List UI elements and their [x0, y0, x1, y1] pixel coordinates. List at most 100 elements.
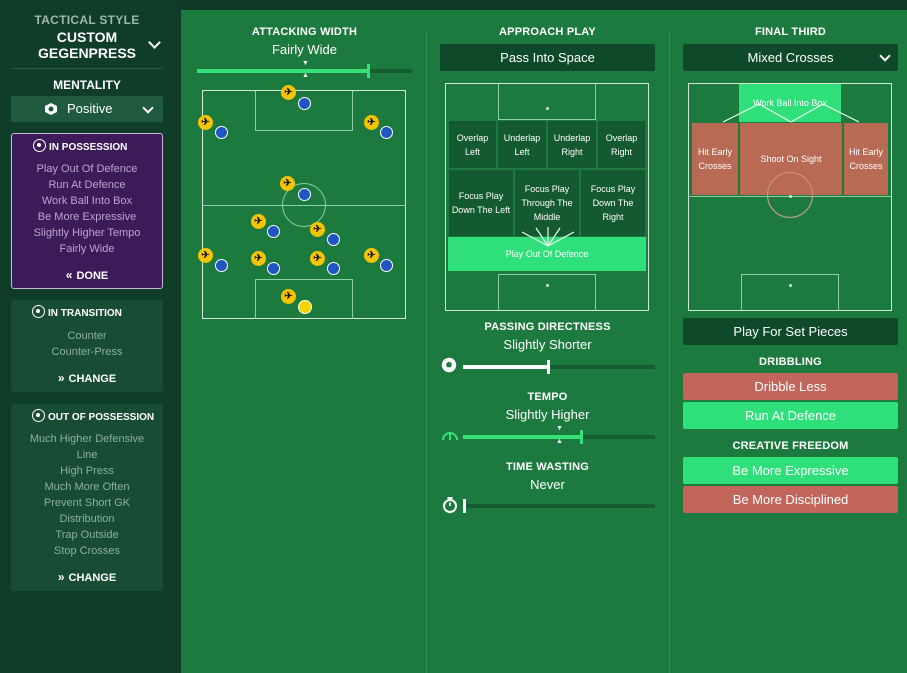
play-for-set-pieces-button[interactable]: Play For Set Pieces — [683, 318, 898, 345]
player-marker[interactable] — [327, 233, 340, 246]
player-marker[interactable] — [215, 126, 228, 139]
double-chevron-right-icon: » — [57, 371, 65, 385]
in-possession-instructions: Play Out Of Defence Run At Defence Work … — [12, 161, 162, 257]
zone-overlap-right[interactable]: Overlap Right — [597, 120, 646, 169]
tactical-style-selector[interactable]: TACTICAL STYLE CUSTOM GEGENPRESS — [11, 8, 163, 69]
penalty-box-bottom — [498, 274, 596, 311]
zone-focus-left[interactable]: Focus Play Down The Left — [448, 169, 514, 237]
formation-pitch: ✈ ✈ ✈ ✈ ✈ ✈ ✈ ✈ ✈ ✈ ✈ — [198, 85, 406, 319]
tempo-slider[interactable]: ▼ ▲ — [463, 425, 655, 445]
zone-underlap-left[interactable]: Underlap Left — [497, 120, 547, 169]
list-item: Prevent Short GK — [43, 497, 131, 509]
player-marker[interactable] — [267, 262, 280, 275]
slider-fill — [463, 365, 549, 369]
player-role-icon: ✈ — [310, 251, 325, 266]
tempo-value: Slightly Higher — [505, 407, 590, 422]
mentality-label: MENTALITY — [53, 78, 121, 92]
attacking-width-value: Fairly Wide — [271, 42, 337, 57]
tactical-style-name: CUSTOM GEGENPRESS — [37, 29, 137, 61]
slider-handle[interactable] — [547, 360, 550, 374]
tempo-title: TEMPO — [527, 391, 568, 403]
zone-hit-early-crosses-right[interactable]: Hit Early Crosses — [843, 122, 889, 196]
list-item: Counter-Press — [51, 346, 123, 358]
passing-directness-slider[interactable] — [463, 359, 655, 375]
change-transition-button[interactable]: » CHANGE — [57, 371, 117, 385]
double-chevron-right-icon: » — [57, 570, 65, 584]
approach-play-select[interactable]: Pass Into Space — [440, 44, 655, 71]
mentality-value: Positive — [67, 101, 113, 116]
final-third-select[interactable]: Mixed Crosses — [683, 44, 898, 71]
penalty-box-bottom — [255, 279, 353, 319]
zone-focus-middle[interactable]: Focus Play Through The Middle — [514, 169, 580, 237]
mentality-icon — [45, 103, 57, 115]
dribbling-title: DRIBBLING — [759, 356, 822, 368]
attacking-width-slider[interactable]: ▼ ▲ — [197, 60, 412, 79]
in-possession-panel[interactable]: IN POSSESSION Play Out Of Defence Run At… — [11, 133, 163, 289]
list-item: Much More Often — [44, 481, 130, 493]
zone-underlap-right[interactable]: Underlap Right — [547, 120, 597, 169]
dribble-less-button[interactable]: Dribble Less — [683, 373, 898, 400]
player-marker[interactable] — [267, 225, 280, 238]
time-wasting-slider[interactable] — [463, 498, 655, 514]
passing-directness-value: Slightly Shorter — [503, 337, 592, 352]
player-role-icon: ✈ — [364, 115, 379, 130]
final-third-selected: Mixed Crosses — [747, 50, 834, 65]
slider-midpoint-marker: ▼ — [302, 60, 309, 67]
out-of-possession-panel[interactable]: OUT OF POSSESSION Much Higher Defensive … — [11, 404, 163, 591]
slider-fill — [463, 435, 582, 439]
player-role-icon: ✈ — [198, 115, 213, 130]
be-more-disciplined-button[interactable]: Be More Disciplined — [683, 486, 898, 513]
zone-play-out-of-defence[interactable]: Play Out Of Defence — [448, 237, 646, 271]
ball-icon — [33, 139, 46, 152]
column-divider — [669, 30, 670, 673]
goalkeeper-marker[interactable] — [298, 300, 312, 314]
tactical-style-label: TACTICAL STYLE — [34, 13, 140, 27]
zone-overlap-left[interactable]: Overlap Left — [448, 120, 497, 169]
direction-arrows-icon — [521, 227, 575, 247]
player-marker[interactable] — [380, 126, 393, 139]
double-chevron-left-icon: « — [65, 268, 73, 282]
in-transition-panel[interactable]: IN TRANSITION Counter Counter-Press » CHA… — [11, 300, 163, 392]
stopwatch-icon — [443, 497, 457, 513]
list-item: Much Higher Defensive — [29, 433, 145, 445]
in-transition-title: IN TRANSITION — [48, 308, 122, 319]
list-item: Counter — [67, 330, 107, 342]
time-wasting-value: Never — [530, 477, 565, 492]
player-marker[interactable] — [215, 259, 228, 272]
list-item: Slightly Higher Tempo — [33, 227, 141, 239]
speedometer-icon — [442, 432, 458, 441]
tactics-main-panel: ATTACKING WIDTH Fairly Wide ▼ ▲ ✈ ✈ ✈ ✈ … — [181, 10, 907, 673]
passing-directness-title: PASSING DIRECTNESS — [484, 321, 611, 333]
mentality-select[interactable]: Positive — [11, 96, 163, 122]
player-marker[interactable] — [327, 262, 340, 275]
column-divider — [426, 30, 427, 673]
slider-handle[interactable] — [463, 499, 466, 513]
centre-circle — [282, 183, 326, 227]
player-marker[interactable] — [298, 97, 311, 110]
list-item: Trap Outside — [55, 529, 119, 541]
list-item: Run At Defence — [48, 179, 126, 191]
zone-focus-right[interactable]: Focus Play Down The Right — [580, 169, 646, 237]
zone-hit-early-crosses-left[interactable]: Hit Early Crosses — [691, 122, 739, 196]
be-more-expressive-button[interactable]: Be More Expressive — [683, 457, 898, 484]
transition-icon — [32, 305, 45, 318]
player-marker[interactable] — [298, 188, 311, 201]
player-role-icon: ✈ — [198, 248, 213, 263]
player-marker[interactable] — [380, 259, 393, 272]
slider-midpoint-marker: ▲ — [556, 438, 563, 445]
zone-work-ball-into-box[interactable]: Work Ball Into Box — [739, 84, 841, 122]
approach-play-pitch: Overlap Left Underlap Left Underlap Righ… — [445, 83, 649, 311]
out-of-possession-title: OUT OF POSSESSION — [48, 412, 155, 423]
player-role-icon: ✈ — [281, 289, 296, 304]
slider-handle[interactable] — [580, 430, 583, 444]
penalty-box-bottom — [741, 274, 839, 311]
done-button[interactable]: «DONE — [65, 268, 109, 282]
slider-fill — [197, 69, 369, 73]
list-item: High Press — [60, 465, 114, 477]
run-at-defence-button[interactable]: Run At Defence — [683, 402, 898, 429]
direction-arrows-icon — [722, 103, 860, 123]
approach-play-title: APPROACH PLAY — [499, 26, 596, 38]
player-role-icon: ✈ — [280, 176, 295, 191]
slider-handle[interactable] — [367, 64, 370, 78]
change-oop-button[interactable]: » CHANGE — [57, 570, 117, 584]
